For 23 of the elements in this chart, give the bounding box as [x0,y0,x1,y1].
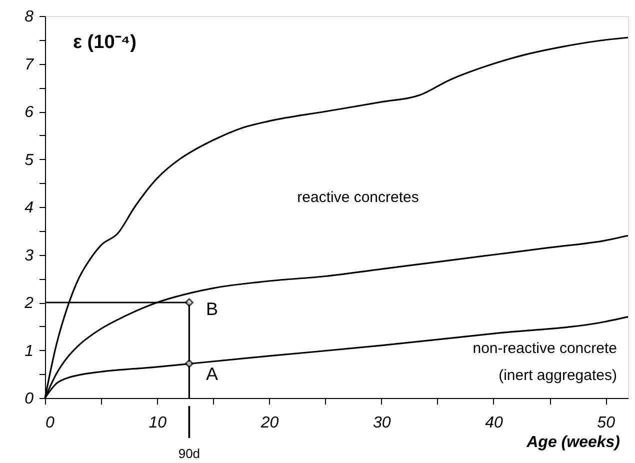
y-tick-label: 4 [24,200,34,216]
y-tick-label: 5 [24,152,34,169]
x-tick-label: 0 [46,414,54,432]
y-tick-label: 0 [24,390,34,408]
x-tick-label: 30 [372,414,391,432]
annotation: reactive concretes [297,189,419,206]
y-tick-label: 8 [24,8,34,26]
annotation: A [206,364,218,384]
x-tick-label: 50 [597,414,616,432]
x-tick-label: 10 [148,414,167,432]
y-axis-title: ε (10⁻⁴) [73,32,136,53]
x-axis-title: Age (weeks) [526,434,620,451]
x-tick-label: 40 [485,414,503,432]
x-tick-label: 20 [260,414,279,432]
annotation: 90d [178,446,200,461]
y-tick-label: 1 [24,342,34,360]
y-tick-label: 7 [24,56,35,74]
annotation: B [206,299,218,319]
y-tick-label: 2 [24,295,34,312]
annotation: (inert aggregates) [498,367,617,384]
annotation: non-reactive concrete [472,340,617,357]
y-tick-label: 6 [24,104,34,121]
y-tick-label: 3 [24,247,34,264]
